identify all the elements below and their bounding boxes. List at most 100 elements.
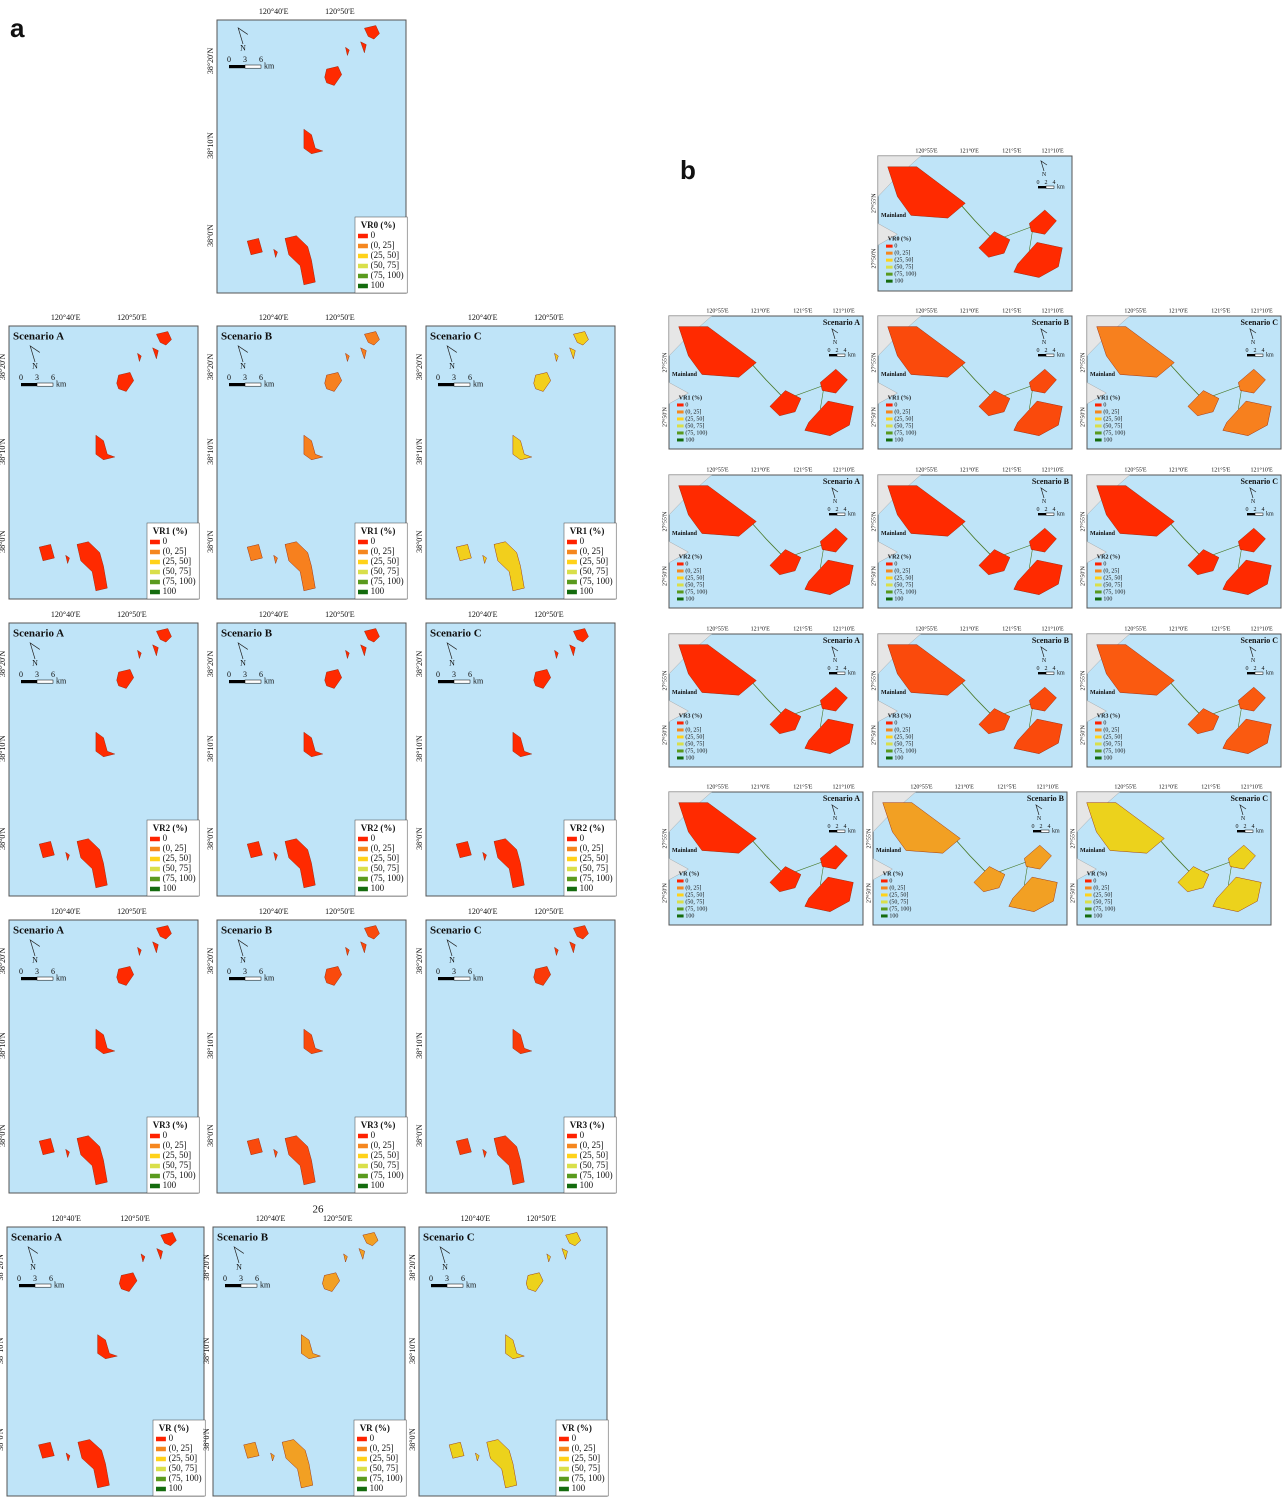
legend-label: (50, 75]: [894, 581, 913, 588]
legend-title: VR0 (%): [361, 220, 396, 230]
legend-label: 100: [685, 913, 694, 919]
lon-label: 120°55'E: [706, 466, 728, 473]
legend-swatch: [358, 580, 368, 585]
scale-unit: km: [1052, 829, 1060, 835]
lon-label: 120°40'E: [51, 907, 81, 916]
legend-label: (75, 100): [580, 576, 613, 586]
scale-bar: [1041, 830, 1049, 832]
lat-label: 27°55'N: [1079, 352, 1086, 372]
lat-label: 38°20'N: [415, 354, 424, 381]
mainland-label: Mainland: [881, 372, 907, 378]
legend-swatch: [156, 1437, 166, 1442]
scale-label: 6: [51, 967, 55, 976]
legend-swatch: [559, 1487, 569, 1492]
scale-label: 0: [17, 1274, 21, 1283]
legend-title: VR1 (%): [361, 526, 396, 536]
mainland-label: Mainland: [1090, 531, 1116, 537]
lat-label: 38°0'N: [0, 1124, 7, 1147]
legend-swatch: [150, 887, 160, 892]
legend-swatch: [357, 1487, 367, 1492]
scale-bar: [1046, 513, 1054, 515]
lat-label: 38°20'N: [408, 1254, 417, 1281]
north-label: N: [449, 362, 455, 371]
scale-bar: [245, 383, 261, 386]
legend-label: (25, 50]: [685, 891, 704, 898]
legend-swatch: [677, 886, 684, 889]
lon-label: 121°5'E: [1002, 466, 1021, 473]
legend-title: VR2 (%): [679, 553, 702, 560]
legend-swatch: [150, 1154, 160, 1159]
scale-label: 0: [436, 670, 440, 679]
legend-title: VR (%): [562, 1423, 592, 1433]
legend-swatch: [1095, 721, 1102, 724]
legend-label: (75, 100): [1093, 905, 1115, 912]
mainland-label: Mainland: [1090, 372, 1116, 378]
legend-label: 100: [163, 883, 177, 893]
lat-label: 38°0'N: [415, 827, 424, 850]
scale-unit: km: [264, 61, 275, 70]
legend-label: (25, 50]: [685, 415, 704, 422]
mainland-label: Mainland: [672, 690, 698, 696]
legend-swatch: [150, 857, 160, 862]
legend-label: (25, 50]: [580, 556, 609, 566]
legend-label: 100: [685, 437, 694, 443]
legend-swatch: [358, 877, 368, 882]
legend-label: (50, 75]: [1093, 898, 1112, 905]
legend-label: 100: [1103, 437, 1112, 443]
legend-swatch: [677, 756, 684, 759]
scale-bar: [1038, 186, 1046, 188]
legend-label: (75, 100): [894, 747, 916, 754]
legend-label: 100: [685, 755, 694, 761]
lon-label: 121°0'E: [1159, 783, 1178, 790]
scale-bar: [245, 65, 261, 68]
scale-label: 2: [1254, 666, 1257, 672]
legend-label: (25, 50]: [580, 1150, 609, 1160]
scale-label: 4: [1048, 824, 1051, 830]
scale-label: 3: [445, 1274, 449, 1283]
scale-label: 0: [1037, 348, 1040, 354]
lon-label: 121°0'E: [1169, 466, 1188, 473]
legend-swatch: [677, 879, 684, 882]
legend-swatch: [567, 857, 577, 862]
legend-label: 0: [1103, 561, 1106, 567]
legend-swatch: [1095, 569, 1102, 572]
legend-swatch: [677, 410, 684, 413]
lat-label: 27°50'N: [1079, 566, 1086, 586]
scale-bar: [454, 383, 470, 386]
legend-label: 100: [1103, 755, 1112, 761]
scale-bar: [245, 977, 261, 980]
legend-swatch: [156, 1477, 166, 1482]
scale-label: 4: [1262, 348, 1265, 354]
lat-label: 38°20'N: [206, 948, 215, 975]
legend-label: (50, 75]: [580, 1160, 609, 1170]
scenario-label: Scenario C: [1230, 794, 1268, 803]
legend-swatch: [1095, 424, 1102, 427]
legend-label: 0: [685, 561, 688, 567]
legend-swatch: [358, 1144, 368, 1149]
lon-label: 121°10'E: [833, 307, 855, 314]
legend-swatch: [881, 907, 888, 910]
lat-label: 38°0'N: [415, 530, 424, 553]
legend-label: (75, 100): [580, 873, 613, 883]
legend-title: VR1 (%): [888, 394, 911, 401]
legend-label: (75, 100): [370, 1473, 403, 1483]
lon-label: 121°10'E: [1241, 783, 1263, 790]
lat-label: 38°20'N: [206, 48, 215, 75]
legend-label: (75, 100): [371, 270, 404, 280]
scale-label: 2: [836, 666, 839, 672]
legend-title: VR3 (%): [679, 712, 702, 719]
legend-swatch: [886, 569, 893, 572]
legend-swatch: [567, 837, 577, 842]
scale-label: 0: [436, 967, 440, 976]
legend-swatch: [1095, 410, 1102, 413]
legend-swatch: [677, 438, 684, 441]
legend-label: (50, 75]: [894, 740, 913, 747]
lat-label: 27°50'N: [661, 883, 668, 903]
legend-swatch: [567, 550, 577, 555]
legend-swatch: [358, 254, 368, 259]
lon-label: 121°0'E: [960, 625, 979, 632]
legend-label: 100: [894, 279, 903, 285]
lat-label: 27°55'N: [870, 511, 877, 531]
lat-label: 27°50'N: [1069, 883, 1076, 903]
lat-label: 38°20'N: [0, 651, 7, 678]
